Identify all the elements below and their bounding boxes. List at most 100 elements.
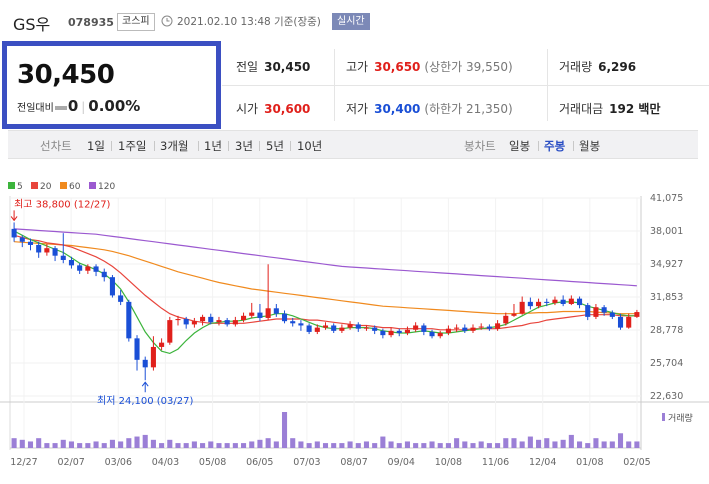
candle-body	[495, 323, 501, 329]
volume-bar	[576, 441, 583, 448]
candle-body	[27, 241, 34, 245]
volume-bar	[322, 443, 329, 448]
amount: 거래대금 192 백만	[559, 100, 660, 117]
ma60-line	[14, 241, 637, 315]
volume-value: 6,296	[598, 60, 637, 74]
candle-body	[396, 330, 402, 333]
candle-body	[19, 237, 25, 242]
candle-body	[478, 326, 484, 328]
candle-body	[142, 359, 148, 368]
candle-body	[363, 327, 370, 329]
volume-bar	[536, 439, 542, 448]
volume-bar	[208, 441, 214, 448]
candle-body	[85, 266, 91, 271]
volume-bar	[503, 438, 509, 448]
volume-bar	[68, 441, 75, 448]
candle-body	[331, 325, 337, 331]
candle-body	[544, 301, 550, 303]
candle-body	[52, 248, 58, 256]
high-value: 30,650	[374, 60, 421, 74]
legend-swatch	[60, 182, 67, 189]
volume-bar	[552, 441, 558, 448]
volume-bar	[568, 434, 574, 448]
tab-monthly[interactable]: 월봉	[579, 139, 601, 153]
candle-body	[429, 331, 435, 337]
tab-weekly[interactable]: 주봉	[544, 139, 566, 153]
volume-bar	[544, 438, 550, 448]
volume-bar	[175, 443, 181, 448]
tab-5years[interactable]: 5년	[266, 139, 284, 153]
candle-body	[593, 307, 599, 317]
volume-bar	[478, 441, 484, 448]
volume: 거래량 6,296	[559, 58, 636, 75]
volume-bar	[601, 441, 607, 448]
candle-body	[470, 327, 476, 331]
tab-1day[interactable]: 1일	[87, 139, 105, 153]
candle-body	[421, 325, 427, 332]
prev-close: 전일 30,450	[236, 58, 310, 75]
candle-body	[134, 338, 140, 360]
volume-bar	[36, 438, 42, 448]
candle-body	[511, 313, 517, 316]
amount-value: 192 백만	[609, 102, 661, 116]
volume-bar	[511, 438, 517, 448]
candle-body	[60, 255, 66, 260]
candle-body	[527, 301, 533, 307]
legend-label: 5	[17, 182, 23, 192]
tab-1week[interactable]: 1주일	[118, 139, 147, 153]
x-tick-label: 08/07	[340, 457, 367, 468]
y-tick-label: 25,704	[650, 358, 683, 369]
candle-body	[36, 244, 42, 253]
tab-1year[interactable]: 1년	[204, 139, 222, 153]
volume-bar	[495, 443, 501, 448]
volume-bar	[159, 443, 165, 448]
tab-10years[interactable]: 10년	[297, 139, 323, 153]
candle-body	[77, 265, 83, 271]
candle-body	[609, 312, 615, 317]
y-tick-label: 38,001	[650, 226, 683, 237]
volume-bar	[585, 443, 591, 448]
volume-bar	[626, 441, 632, 448]
amount-label: 거래대금	[559, 102, 604, 116]
candle-body	[200, 316, 206, 322]
open-value: 30,600	[264, 102, 311, 116]
candle-body	[109, 277, 115, 296]
candle-body	[314, 327, 320, 332]
volume-bar	[85, 443, 91, 448]
candle-body	[68, 259, 75, 266]
x-tick-label: 11/06	[482, 457, 509, 468]
volume-bar	[241, 443, 247, 448]
divider	[198, 141, 199, 151]
tab-3months[interactable]: 3개월	[160, 139, 189, 153]
volume-bar	[593, 438, 599, 448]
prev-close-label: 전일	[236, 60, 259, 74]
stock-candle-chart: 41,075 38,001 34,927 31,853 28,778 25,704 22,6…	[0, 182, 709, 468]
candle-body	[216, 320, 222, 323]
tab-daily[interactable]: 일봉	[509, 139, 531, 153]
candle-body	[249, 312, 255, 316]
volume-bar	[462, 441, 468, 448]
volume-bar	[44, 443, 50, 448]
volume-bar	[109, 439, 115, 448]
volume-bar	[380, 436, 386, 448]
volume-bar	[331, 443, 337, 448]
candle-body	[380, 330, 386, 336]
volume-bar	[363, 441, 370, 448]
candle-body	[159, 342, 165, 347]
candle-body	[183, 319, 189, 325]
candle-body	[191, 321, 197, 325]
tab-3years[interactable]: 3년	[235, 139, 253, 153]
divider	[538, 141, 539, 151]
volume-bar	[224, 443, 230, 448]
price-stats: 전일 30,450 고가 30,650 (상한가 39,550) 거래량 6,296 시…	[222, 41, 709, 129]
volume-bar	[183, 443, 189, 448]
chart-period-tabs: 선차트 1일 1주일 3개월 1년 3년 5년 10년 봉차트 일봉 주봉 월봉	[8, 130, 698, 159]
realtime-button[interactable]: 실시간	[332, 13, 370, 30]
divider	[154, 141, 155, 151]
candle-body	[626, 316, 632, 328]
candle-body	[298, 323, 304, 326]
volume-bar	[470, 443, 476, 448]
volume-bar	[265, 438, 271, 448]
x-tick-label: 02/05	[623, 457, 650, 468]
candle-body	[44, 248, 50, 253]
